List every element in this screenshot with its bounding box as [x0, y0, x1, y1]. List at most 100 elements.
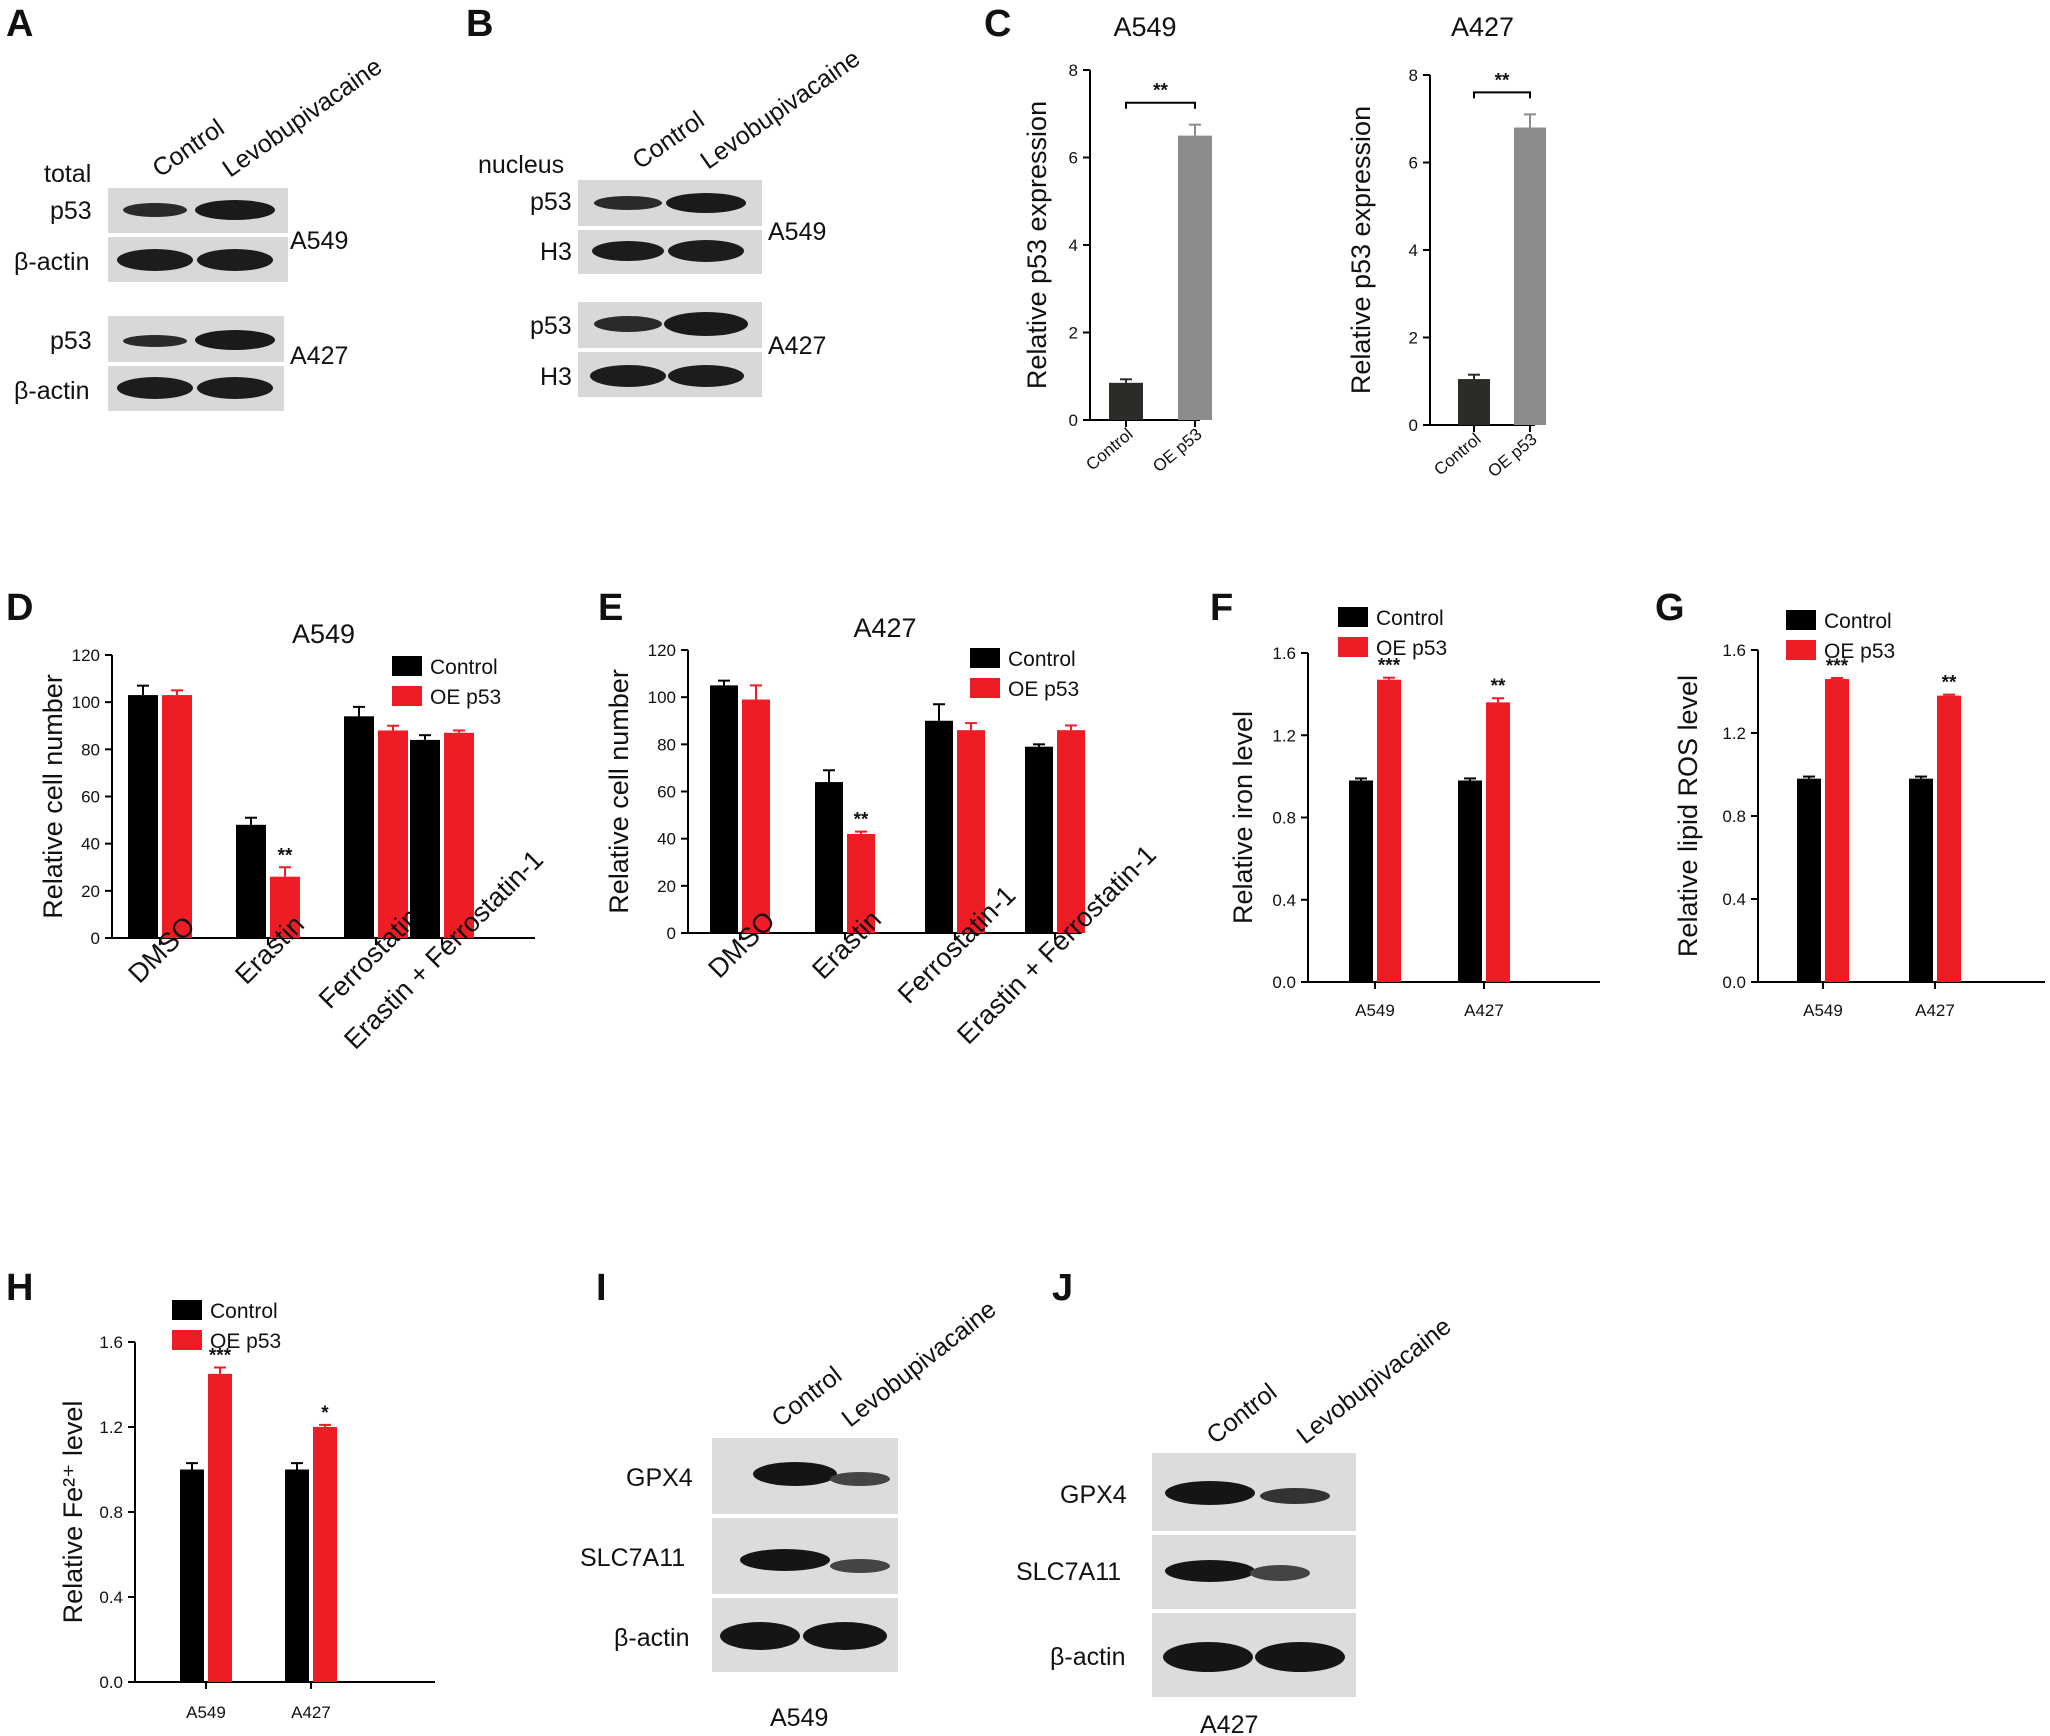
blot-band — [592, 241, 664, 261]
blot-band — [123, 335, 187, 347]
panel-letter-i: I — [596, 1267, 607, 1309]
blot-band — [1163, 1642, 1253, 1672]
y-tick-label: 80 — [657, 735, 676, 754]
lane-label-levobupivacaine: Levobupivacaine — [836, 1295, 1001, 1433]
blot-band — [1260, 1488, 1330, 1504]
y-tick-label: 1.2 — [1722, 724, 1746, 743]
bar-oe-p53 — [1057, 730, 1085, 933]
legend-label: OE p53 — [1824, 640, 1895, 663]
y-axis-label: Relative cell number — [38, 674, 68, 919]
y-tick-label: 0 — [1409, 416, 1418, 435]
blot-band — [720, 1622, 800, 1650]
x-tick-label: A549 — [186, 1703, 226, 1722]
bar-control — [344, 716, 374, 938]
y-tick-label: 100 — [648, 688, 676, 707]
blot-band — [197, 377, 273, 399]
y-tick-label: 120 — [648, 641, 676, 660]
bar-control — [1025, 746, 1053, 933]
legend-swatch — [1338, 637, 1368, 657]
bar-control — [285, 1469, 309, 1682]
legend-swatch — [970, 648, 1000, 668]
lane-label-control: Control — [627, 106, 709, 175]
y-tick-label: 0.0 — [99, 1673, 123, 1692]
x-tick-label: A427 — [1915, 1001, 1955, 1020]
row-label: p53 — [50, 197, 92, 225]
x-tick-label: A427 — [1464, 1001, 1504, 1020]
bar-oe-p53 — [742, 699, 770, 933]
row-label: H3 — [540, 238, 572, 266]
bar-control — [236, 824, 266, 938]
panel-letter-f: F — [1210, 587, 1233, 629]
y-tick-label: 1.2 — [1272, 726, 1296, 745]
legend-swatch — [392, 686, 422, 706]
blot-band — [753, 1462, 837, 1486]
row-label: GPX4 — [1060, 1481, 1127, 1509]
cell-line-label: A427 — [290, 342, 348, 370]
row-label: β-actin — [14, 248, 90, 276]
y-axis-label: Relative Fe²⁺ level — [58, 1401, 88, 1624]
cell-line-label: A549 — [768, 218, 826, 246]
blot-band — [117, 249, 193, 271]
significance-bracket — [1125, 101, 1196, 109]
row-label: SLC7A11 — [1016, 1558, 1121, 1586]
blot-band — [1255, 1642, 1345, 1672]
cell-line-label: A427 — [1200, 1711, 1258, 1736]
blot-band — [668, 240, 744, 262]
chart-c2: 0 2 4 6 8 A427 Relative p53 expression Control O… — [1346, 12, 1546, 481]
row-label: p53 — [530, 312, 572, 340]
y-tick-label: 8 — [1069, 61, 1078, 80]
y-tick-label: 60 — [657, 783, 676, 802]
panel-letter-h: H — [6, 1267, 33, 1309]
significance-label: *** — [1826, 656, 1849, 677]
blot-band — [668, 365, 744, 387]
y-tick-label: 120 — [72, 646, 100, 665]
y-tick-label: 1.6 — [1272, 644, 1296, 663]
lane-label-levobupivacaine: Levobupivacaine — [217, 52, 387, 183]
chart-h: 0.0 0.4 0.8 1.2 1.6 Relative Fe²⁺ level A549 A4… — [58, 1300, 435, 1722]
blot-band — [117, 377, 193, 399]
western-blot-b: Control Levobupivacaine nucleus p53 H3 p… — [478, 44, 865, 397]
bar-oe-p53 — [378, 730, 408, 938]
legend-label: OE p53 — [430, 686, 501, 709]
bar-oe-p53 — [270, 876, 300, 938]
y-axis-label: Relative iron level — [1228, 711, 1258, 924]
significance-label: ** — [854, 810, 869, 831]
blot-band — [590, 365, 666, 387]
panel-letter-c: C — [984, 3, 1011, 45]
bar-oe-p53 — [313, 1427, 337, 1682]
blot-band — [830, 1472, 890, 1486]
row-label: SLC7A11 — [580, 1544, 685, 1572]
y-tick-label: 0.4 — [1272, 891, 1296, 910]
y-tick-label: 0.0 — [1272, 973, 1296, 992]
y-tick-label: 0.4 — [1722, 890, 1746, 909]
bar-control — [1797, 778, 1821, 982]
legend-swatch — [1338, 607, 1368, 627]
chart-f: 0.0 0.4 0.8 1.2 1.6 Relative iron level A549 A4… — [1228, 607, 1600, 1020]
lane-label-control: Control — [147, 114, 229, 183]
y-tick-label: 20 — [81, 882, 100, 901]
bar-control — [710, 685, 738, 933]
significance-label: * — [321, 1403, 329, 1424]
row-label: GPX4 — [626, 1464, 693, 1492]
panel-letter-g: G — [1655, 587, 1685, 629]
bar-control — [1349, 780, 1373, 982]
blot-band — [123, 203, 187, 217]
blot-band — [195, 200, 275, 220]
legend-label: Control — [1008, 648, 1076, 671]
legend-label: Control — [1376, 607, 1444, 630]
legend-label: OE p53 — [1376, 637, 1447, 660]
bar-oe-p53 — [444, 732, 474, 938]
bar-oe-p53 — [847, 833, 875, 933]
y-tick-label: 40 — [81, 835, 100, 854]
y-tick-label: 0 — [667, 924, 676, 943]
y-tick-label: 0.8 — [1722, 807, 1746, 826]
cell-line-label: A427 — [768, 332, 826, 360]
row-label: β-actin — [1050, 1643, 1126, 1671]
western-blot-j: Control Levobupivacaine GPX4 SLC7A11 β-a… — [1016, 1312, 1457, 1736]
panel-letter-a: A — [6, 3, 33, 45]
significance-label: ** — [1153, 81, 1168, 102]
lane-label-levobupivacaine: Levobupivacaine — [695, 44, 865, 175]
blot-band — [594, 196, 662, 210]
